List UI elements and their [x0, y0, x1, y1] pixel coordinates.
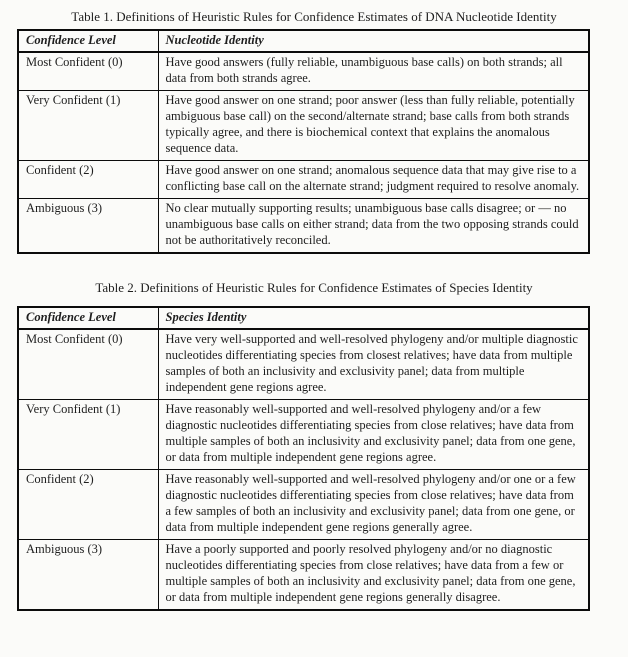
table-row: Very Confident (1) Have good answer on o…	[17, 90, 590, 161]
table-row: Ambiguous (3) No clear mutually supporti…	[17, 198, 590, 254]
definition-cell: Have good answers (fully reliable, unamb…	[157, 51, 590, 91]
table-row: Most Confident (0) Have very well-suppor…	[17, 328, 590, 400]
definition-cell: Have good answer on one strand; anomalou…	[157, 160, 590, 199]
table-row: Very Confident (1) Have reasonably well-…	[17, 399, 590, 470]
definition-cell: Have reasonably well-supported and well-…	[157, 469, 590, 540]
table1-header-nucleotide-identity: Nucleotide Identity	[157, 29, 590, 53]
table1-caption: Table 1. Definitions of Heuristic Rules …	[71, 9, 557, 24]
confidence-level-cell: Most Confident (0)	[17, 328, 159, 400]
confidence-level-cell: Very Confident (1)	[17, 90, 159, 161]
confidence-level-cell: Ambiguous (3)	[17, 198, 159, 254]
confidence-level-cell: Confident (2)	[17, 160, 159, 199]
table1-header-confidence-level: Confidence Level	[17, 29, 159, 53]
table2-header-row: Confidence Level Species Identity	[17, 306, 590, 330]
confidence-level-cell: Very Confident (1)	[17, 399, 159, 470]
table2-species-identity: Confidence Level Species Identity Most C…	[17, 306, 590, 611]
definition-cell: Have good answer on one strand; poor ans…	[157, 90, 590, 161]
table-row: Confident (2) Have good answer on one st…	[17, 160, 590, 199]
confidence-level-cell: Ambiguous (3)	[17, 539, 159, 611]
definition-cell: No clear mutually supporting results; un…	[157, 198, 590, 254]
definition-cell: Have a poorly supported and poorly resol…	[157, 539, 590, 611]
table2-header-species-identity: Species Identity	[157, 306, 590, 330]
table2-header-confidence-level: Confidence Level	[17, 306, 159, 330]
confidence-level-cell: Confident (2)	[17, 469, 159, 540]
table1-header-row: Confidence Level Nucleotide Identity	[17, 29, 590, 53]
confidence-level-cell: Most Confident (0)	[17, 51, 159, 91]
table-row: Ambiguous (3) Have a poorly supported an…	[17, 539, 590, 611]
table2-caption: Table 2. Definitions of Heuristic Rules …	[95, 280, 533, 295]
definition-cell: Have very well-supported and well-resolv…	[157, 328, 590, 400]
table-row: Confident (2) Have reasonably well-suppo…	[17, 469, 590, 540]
table-row: Most Confident (0) Have good answers (fu…	[17, 51, 590, 91]
table1-dna-nucleotide-identity: Confidence Level Nucleotide Identity Mos…	[17, 29, 590, 254]
definition-cell: Have reasonably well-supported and well-…	[157, 399, 590, 470]
